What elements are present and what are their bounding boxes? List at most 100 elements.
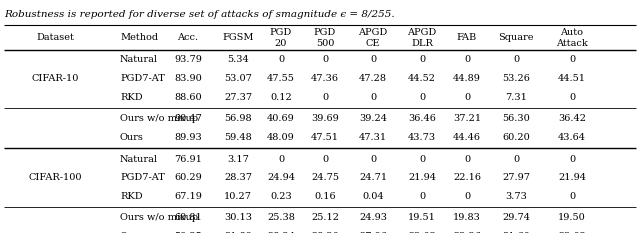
Text: 0: 0 [419,192,425,201]
Text: Auto
Attack: Auto Attack [556,28,588,48]
Text: 0: 0 [419,55,425,65]
Text: 0: 0 [569,192,575,201]
Text: 19.50: 19.50 [558,213,586,223]
Text: 43.73: 43.73 [408,133,436,141]
Text: 24.93: 24.93 [359,213,387,223]
Text: 3.73: 3.73 [505,192,527,201]
Text: FAB: FAB [457,34,477,42]
Text: PGD
500: PGD 500 [314,28,336,48]
Text: 60.20: 60.20 [502,133,530,141]
Text: Natural: Natural [120,55,158,65]
Text: 30.13: 30.13 [224,213,252,223]
Text: 0.23: 0.23 [270,192,292,201]
Text: 0: 0 [464,192,470,201]
Text: 24.75: 24.75 [311,174,339,182]
Text: 0: 0 [322,155,328,164]
Text: 31.89: 31.89 [224,232,252,233]
Text: 28.20: 28.20 [311,232,339,233]
Text: 67.19: 67.19 [174,192,202,201]
Text: 60.81: 60.81 [174,213,202,223]
Text: 47.51: 47.51 [311,133,339,141]
Text: Method: Method [120,34,158,42]
Text: Ours: Ours [120,133,144,141]
Text: 47.28: 47.28 [359,74,387,83]
Text: 0: 0 [278,155,284,164]
Text: 0: 0 [569,93,575,102]
Text: 0: 0 [569,155,575,164]
Text: 21.94: 21.94 [408,174,436,182]
Text: 0: 0 [419,93,425,102]
Text: Dataset: Dataset [36,34,74,42]
Text: FGSM: FGSM [222,34,253,42]
Text: RKD: RKD [120,93,143,102]
Text: 22.16: 22.16 [453,174,481,182]
Text: 47.31: 47.31 [359,133,387,141]
Text: 43.64: 43.64 [558,133,586,141]
Text: RKD: RKD [120,192,143,201]
Text: CIFAR-10: CIFAR-10 [31,74,79,83]
Text: 0.12: 0.12 [270,93,292,102]
Text: 0: 0 [464,55,470,65]
Text: 76.91: 76.91 [174,155,202,164]
Text: 59.48: 59.48 [224,133,252,141]
Text: 44.51: 44.51 [558,74,586,83]
Text: 48.09: 48.09 [267,133,295,141]
Text: 0: 0 [370,155,376,164]
Text: 53.26: 53.26 [502,74,530,83]
Text: 27.37: 27.37 [224,93,252,102]
Text: 0: 0 [370,93,376,102]
Text: 24.71: 24.71 [359,174,387,182]
Text: 0: 0 [419,155,425,164]
Text: PGD7-AT: PGD7-AT [120,174,165,182]
Text: 22.02: 22.02 [558,232,586,233]
Text: 0: 0 [278,55,284,65]
Text: 25.12: 25.12 [311,213,339,223]
Text: 60.29: 60.29 [174,174,202,182]
Text: 59.35: 59.35 [174,232,202,233]
Text: 36.42: 36.42 [558,114,586,123]
Text: 3.17: 3.17 [227,155,249,164]
Text: 36.46: 36.46 [408,114,436,123]
Text: CIFAR-100: CIFAR-100 [28,174,82,182]
Text: APGD
CE: APGD CE [358,28,388,48]
Text: 37.21: 37.21 [453,114,481,123]
Text: 19.51: 19.51 [408,213,436,223]
Text: Natural: Natural [120,155,158,164]
Text: 0: 0 [569,55,575,65]
Text: 0: 0 [513,155,519,164]
Text: 27.97: 27.97 [502,174,530,182]
Text: 28.24: 28.24 [267,232,295,233]
Text: 27.96: 27.96 [359,232,387,233]
Text: 22.02: 22.02 [408,232,436,233]
Text: 25.38: 25.38 [267,213,295,223]
Text: 0: 0 [513,55,519,65]
Text: 22.26: 22.26 [453,232,481,233]
Text: 39.24: 39.24 [359,114,387,123]
Text: Ours w/o mixup: Ours w/o mixup [120,213,198,223]
Text: 31.60: 31.60 [502,232,530,233]
Text: 21.94: 21.94 [558,174,586,182]
Text: 53.07: 53.07 [224,74,252,83]
Text: 0: 0 [370,55,376,65]
Text: 47.36: 47.36 [311,74,339,83]
Text: 90.47: 90.47 [174,114,202,123]
Text: Ours w/o mixup: Ours w/o mixup [120,114,198,123]
Text: 88.60: 88.60 [174,93,202,102]
Text: APGD
DLR: APGD DLR [408,28,436,48]
Text: 93.79: 93.79 [174,55,202,65]
Text: Acc.: Acc. [177,34,198,42]
Text: 0: 0 [464,155,470,164]
Text: 24.94: 24.94 [267,174,295,182]
Text: PGD
20: PGD 20 [270,28,292,48]
Text: 89.93: 89.93 [174,133,202,141]
Text: 5.34: 5.34 [227,55,249,65]
Text: Square: Square [499,34,534,42]
Text: 28.37: 28.37 [224,174,252,182]
Text: 10.27: 10.27 [224,192,252,201]
Text: 0.16: 0.16 [314,192,336,201]
Text: 56.98: 56.98 [224,114,252,123]
Text: PGD7-AT: PGD7-AT [120,74,165,83]
Text: 0: 0 [322,55,328,65]
Text: Ours: Ours [120,232,144,233]
Text: 0.04: 0.04 [362,192,384,201]
